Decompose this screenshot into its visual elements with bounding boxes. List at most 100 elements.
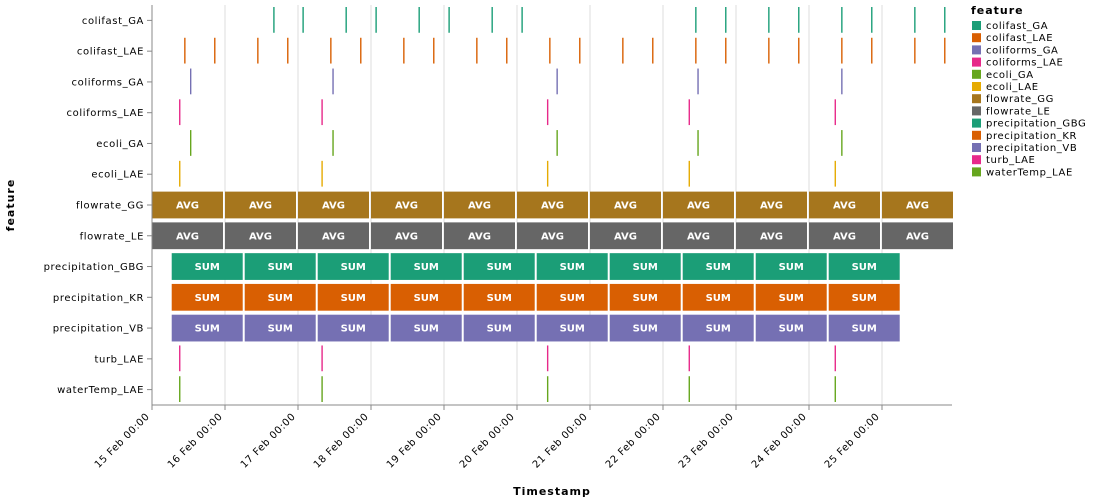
aggregate-bar-label: SUM (633, 262, 658, 273)
aggregate-bar-label: AVG (395, 201, 418, 212)
y-tick-label: turb_LAE (95, 354, 144, 365)
aggregate-bar-label: AVG (760, 201, 783, 212)
aggregate-bar-segment (536, 253, 608, 280)
x-tick-label: 16 Feb 00:00 (166, 411, 225, 470)
aggregate-bar-segment (444, 222, 515, 250)
aggregate-bar-label: AVG (614, 231, 637, 242)
aggregate-bar-segment (171, 314, 243, 342)
aggregate-bar-segment (882, 222, 953, 250)
x-tick-label: 17 Feb 00:00 (239, 411, 298, 470)
aggregate-bar-label: SUM (487, 293, 512, 304)
aggregate-bar-segment (171, 253, 243, 280)
aggregate-bar-label: SUM (560, 293, 585, 304)
legend-label: precipitation_VB (986, 143, 1077, 154)
x-tick-label: 15 Feb 00:00 (93, 411, 152, 470)
aggregate-bar-label: AVG (833, 201, 856, 212)
legend-label: turb_LAE (986, 155, 1035, 166)
x-tick-label: 19 Feb 00:00 (385, 411, 444, 470)
y-tick-label: flowrate_LE (80, 231, 144, 242)
aggregate-bar-segment (463, 283, 535, 311)
x-tick-label: 21 Feb 00:00 (531, 411, 590, 470)
aggregate-bar-label: AVG (760, 231, 783, 242)
legend-swatch (972, 45, 981, 55)
aggregate-bar-segment (590, 191, 661, 219)
aggregate-bar-label: SUM (706, 293, 731, 304)
aggregate-bar-segment (590, 222, 661, 250)
aggregate-bar-label: SUM (341, 262, 366, 273)
aggregate-bar-segment (225, 222, 296, 250)
x-tick-label: 22 Feb 00:00 (604, 411, 663, 470)
legend-swatch (972, 82, 981, 91)
aggregate-bar-segment (463, 314, 535, 342)
aggregate-bar-label: SUM (268, 324, 293, 335)
y-tick-label: ecoli_GA (96, 139, 144, 150)
aggregate-bar-segment (371, 222, 442, 250)
aggregate-bar-segment (317, 253, 389, 280)
legend-swatch (972, 106, 981, 116)
legend-label: flowrate_GG (986, 94, 1054, 105)
aggregate-bar-label: SUM (268, 262, 293, 273)
y-tick-label: precipitation_KR (53, 293, 144, 304)
aggregate-bars: AVG AVG AVG AVG AVG AVG AVG AVG AVG AVG AVG AVG AVG A… (152, 191, 953, 342)
aggregate-bar-label: SUM (633, 293, 658, 304)
aggregate-bar-segment (244, 314, 316, 342)
aggregate-bar-segment (809, 191, 880, 219)
aggregate-bar-label: AVG (687, 201, 710, 212)
aggregate-bar-segment (390, 253, 462, 280)
x-tick-label: 25 Feb 00:00 (823, 411, 882, 470)
aggregate-bar-segment (371, 191, 442, 219)
aggregate-bar-segment (882, 191, 953, 219)
aggregate-bar-segment (298, 191, 369, 219)
aggregate-bar-segment (317, 314, 389, 342)
legend-swatch (972, 130, 981, 140)
aggregate-bar-label: SUM (414, 324, 439, 335)
legend-swatch (972, 33, 981, 43)
aggregate-bar-segment (244, 253, 316, 280)
y-tick-label: precipitation_VB (53, 324, 144, 335)
y-tick-label: coliforms_GA (72, 77, 145, 88)
aggregate-bar-label: SUM (852, 293, 877, 304)
legend-swatch (972, 69, 981, 79)
aggregate-bar-segment (755, 253, 827, 280)
legend-swatch (972, 155, 981, 165)
aggregate-bar-segment (225, 191, 296, 219)
aggregate-bar-label: SUM (779, 262, 804, 273)
aggregate-bar-label: AVG (906, 201, 929, 212)
legend-title: feature (971, 4, 1024, 17)
aggregate-bar-label: SUM (195, 293, 220, 304)
legend-label: precipitation_GBG (986, 119, 1086, 130)
axes: feature Timestamp colifast_GA colifast_LA… (4, 5, 952, 498)
aggregate-bar-segment (828, 314, 900, 342)
aggregate-bar-label: SUM (195, 262, 220, 273)
y-tick-label: ecoli_LAE (91, 170, 144, 181)
aggregate-bar-label: SUM (633, 324, 658, 335)
aggregate-bar-label: SUM (706, 324, 731, 335)
aggregate-bar-segment (152, 191, 223, 219)
aggregate-bar-segment (663, 191, 734, 219)
legend-label: ecoli_GA (986, 70, 1034, 81)
aggregate-bar-label: SUM (195, 324, 220, 335)
aggregate-bar-segment (736, 191, 807, 219)
y-tick-label: colifast_LAE (77, 47, 144, 58)
aggregate-bar-label: SUM (779, 293, 804, 304)
aggregate-bar-segment (682, 253, 754, 280)
aggregate-bar-segment (609, 253, 681, 280)
aggregate-bar-label: SUM (560, 324, 585, 335)
aggregate-bar-segment (736, 222, 807, 250)
aggregate-bar-segment (682, 314, 754, 342)
y-tick-label: coliforms_LAE (67, 108, 144, 119)
legend-swatch (972, 118, 981, 128)
legend-swatch (972, 143, 981, 152)
aggregate-bar-segment (809, 222, 880, 250)
aggregate-bar-label: SUM (779, 324, 804, 335)
aggregate-bar-label: SUM (487, 324, 512, 335)
y-tick-label: flowrate_GG (76, 201, 144, 212)
aggregate-bar-segment (517, 191, 588, 219)
aggregate-bar-segment (152, 222, 223, 250)
aggregate-bar-segment (390, 314, 462, 342)
y-axis-title: feature (4, 179, 17, 232)
aggregate-bar-label: AVG (322, 201, 345, 212)
aggregate-bar-label: AVG (687, 231, 710, 242)
x-tick-label: 23 Feb 00:00 (677, 411, 736, 470)
aggregate-bar-label: AVG (249, 201, 272, 212)
